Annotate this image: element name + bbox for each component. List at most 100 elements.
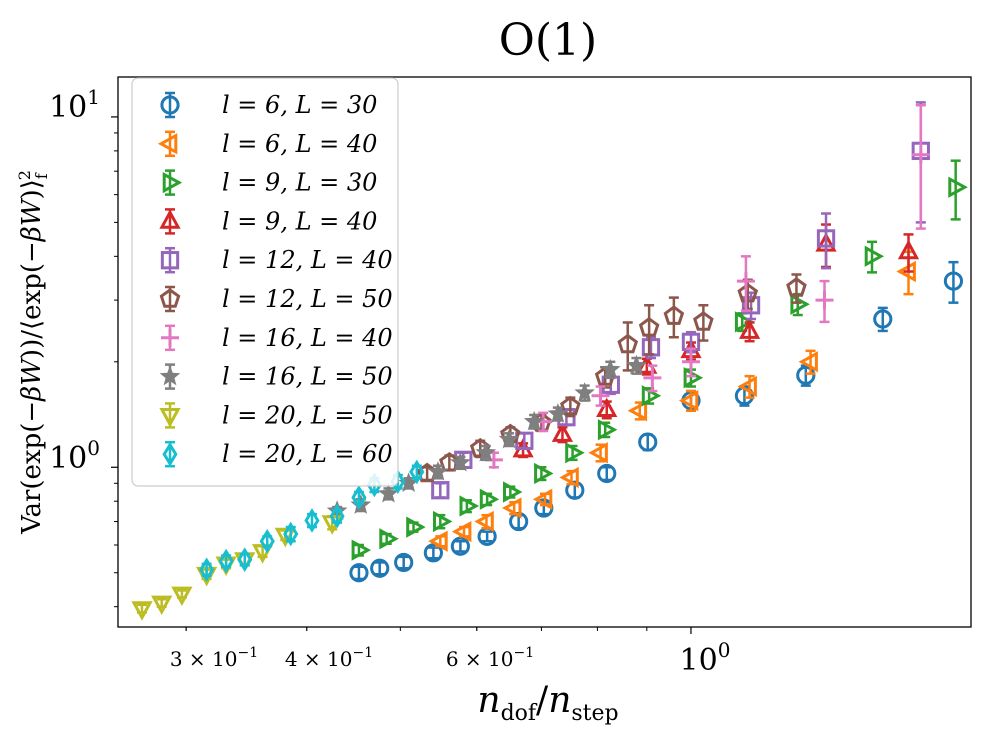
y-axis-label-sup: 2 [15,170,34,180]
x-axis-label: ndof/nstep [477,680,618,726]
data-point-pentagon [737,282,759,303]
series-layer [131,101,968,621]
y-tick-label-text: 10 [49,441,87,476]
data-point-circle [796,365,816,385]
y-axis-label-beta: βW [17,357,47,402]
y-tick-label-exp: 0 [87,436,100,460]
data-point-triangle-up [551,422,574,442]
data-point-diamond [218,548,234,574]
y-axis-label-main: Var(exp(− [17,401,47,535]
data-point-plus [815,291,834,310]
data-point-circle [943,271,964,291]
data-point-triangle-right [534,462,554,485]
data-point-diamond [409,459,425,485]
legend-entry: l = 9, L = 30 [162,169,377,197]
data-point-star [599,358,621,379]
error-bar [165,130,175,158]
data-point-triangle-left [737,375,757,398]
data-point-star [378,482,399,503]
data-point-triangle-right [864,245,885,267]
legend: l = 6, L = 30 l = 6, L = 40 l = 9, L = 30 l… [157,91,393,468]
legend-entry: l = 6, L = 30 [160,91,377,119]
data-point-pentagon [638,316,660,337]
legend-label: l = 12, L = 40 [222,246,393,274]
axis-ticks [111,116,692,634]
data-point-square [431,481,450,500]
data-point-diamond [283,521,299,547]
data-point-circle [394,552,414,573]
data-point-pentagon [560,395,581,416]
y-axis-label-beta2: βW [17,197,47,242]
data-point-plus [643,368,662,387]
y-axis-label-mid: ))/⟨exp(− [17,241,47,359]
data-point-circle [423,543,443,563]
data-point-triangle-right [790,293,810,315]
error-bar [165,169,175,196]
legend-label: l = 9, L = 30 [222,169,377,197]
data-point-star [574,382,595,402]
data-point-star [427,461,449,481]
data-point-square [741,296,761,315]
data-point-triangle-right [503,481,523,503]
error-bar [644,304,655,356]
error-bar [867,240,878,274]
data-point-triangle-left [627,400,648,422]
data-point-triangle-up [596,397,618,417]
data-point-triangle-right [406,516,426,538]
data-point-plus [911,145,930,164]
data-point-star [475,441,497,462]
legend-label: l = 20, L = 60 [222,440,393,468]
data-point-circle [873,309,893,329]
data-point-triangle-right [379,528,399,550]
error-bar [428,546,439,560]
data-point-triangle-left [559,466,579,489]
legend-label: l = 12, L = 50 [222,285,393,313]
data-point-plus [736,272,755,291]
error-bar [668,296,679,339]
x-axis-label-slash: / [536,680,549,721]
data-point-star [523,410,545,431]
error-bar [744,374,755,399]
legend-label: l = 16, L = 40 [222,324,393,352]
data-point-diamond [351,485,367,510]
data-point-star [450,451,471,472]
legend-label: l = 20, L = 50 [222,401,393,429]
error-bar [805,349,816,375]
y-tick-label: 100 [49,436,100,476]
y-tick-labels: 100 101 [49,85,100,476]
data-point-triangle-left [678,389,699,412]
data-point-diamond [304,508,320,533]
x-tick-label-text: 4 × 10 [285,647,353,671]
data-point-star [159,365,181,386]
legend-label: l = 16, L = 50 [222,363,393,391]
data-point-pentagon [159,288,181,308]
x-tick-label: 6 × 10−1 [446,645,534,671]
y-axis-label-end: )⟩ [17,179,47,199]
data-point-triangle-left [588,442,608,464]
data-point-triangle-right [597,419,618,441]
error-bar [455,539,466,553]
data-point-triangle-left [157,133,178,155]
data-point-circle [450,536,470,556]
error-bar [482,530,493,543]
legend-entry: l = 12, L = 40 [160,246,393,274]
error-bar [821,212,832,270]
data-point-plus [161,328,179,347]
data-point-triangle-down [274,527,296,548]
data-point-pentagon [617,333,639,354]
legend-box [131,77,399,487]
data-point-triangle-left [798,351,818,373]
error-bar [948,260,959,304]
data-point-diamond [259,528,275,554]
legend-entry: l = 20, L = 60 [162,440,393,468]
data-point-triangle-left [428,530,448,552]
legend-entry: l = 16, L = 40 [161,324,393,352]
data-point-triangle-right [433,510,453,533]
x-tick-label-exp: 0 [718,638,731,662]
data-point-triangle-down [151,595,173,616]
legend-label: l = 6, L = 40 [222,130,377,158]
data-point-plus [681,352,700,371]
data-point-pentagon [663,305,685,325]
x-axis-label-n2: n [548,680,571,721]
data-point-circle [160,95,180,115]
